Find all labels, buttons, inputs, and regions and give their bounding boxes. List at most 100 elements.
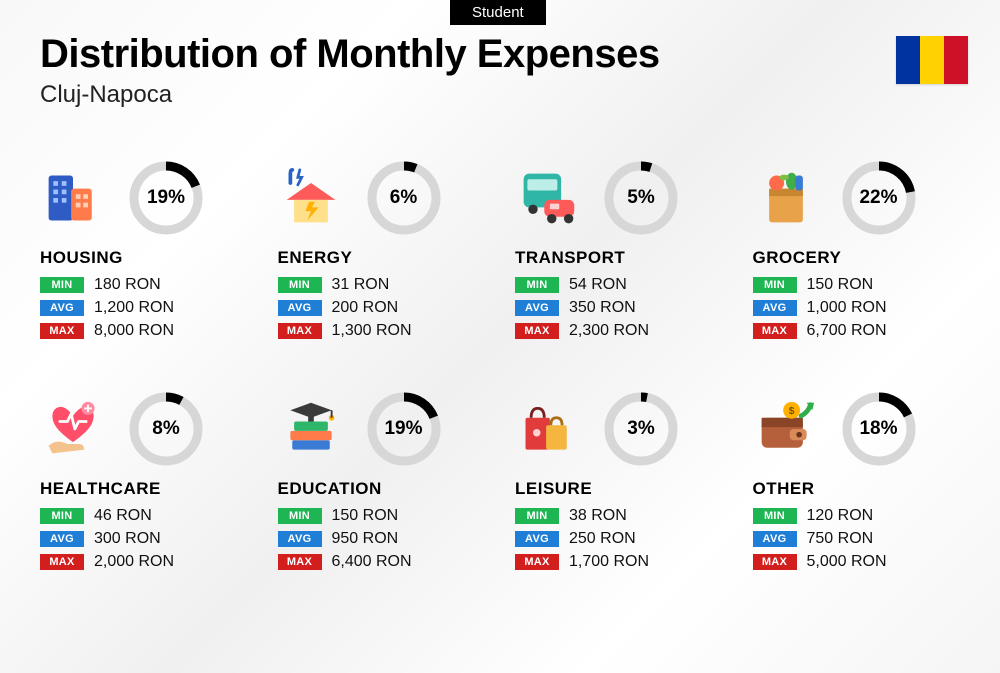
heart-hand-icon xyxy=(40,396,106,462)
percent-label: 6% xyxy=(366,160,442,236)
stat-row-avg: AVG 300 RON xyxy=(40,530,260,548)
wallet-arrow-icon: $ xyxy=(753,396,819,462)
grad-books-icon xyxy=(278,396,344,462)
min-value: 180 RON xyxy=(94,276,161,294)
stat-row-avg: AVG 750 RON xyxy=(753,530,973,548)
stat-row-max: MAX 1,700 RON xyxy=(515,553,735,571)
max-value: 2,300 RON xyxy=(569,322,649,340)
avg-value: 200 RON xyxy=(332,299,399,317)
percent-donut: 6% xyxy=(366,160,442,236)
category-name: OTHER xyxy=(753,479,973,499)
max-value: 6,400 RON xyxy=(332,553,412,571)
min-tag: MIN xyxy=(278,277,322,293)
stat-row-max: MAX 2,000 RON xyxy=(40,553,260,571)
max-value: 2,000 RON xyxy=(94,553,174,571)
shopping-bags-icon xyxy=(515,396,581,462)
stat-row-max: MAX 2,300 RON xyxy=(515,322,735,340)
avg-value: 750 RON xyxy=(807,530,874,548)
category-stats: MIN 54 RON AVG 350 RON MAX 2,300 RON xyxy=(515,276,735,340)
category-card-housing: 19% HOUSING MIN 180 RON AVG 1,200 RON MA… xyxy=(40,160,260,345)
min-value: 38 RON xyxy=(569,507,627,525)
max-value: 5,000 RON xyxy=(807,553,887,571)
profile-badge: Student xyxy=(450,0,546,25)
percent-label: 19% xyxy=(128,160,204,236)
categories-grid: 19% HOUSING MIN 180 RON AVG 1,200 RON MA… xyxy=(40,160,972,576)
max-tag: MAX xyxy=(753,323,797,339)
avg-value: 250 RON xyxy=(569,530,636,548)
category-card-healthcare: 8% HEALTHCARE MIN 46 RON AVG 300 RON MAX… xyxy=(40,391,260,576)
category-name: GROCERY xyxy=(753,248,973,268)
stat-row-max: MAX 6,700 RON xyxy=(753,322,973,340)
category-name: HEALTHCARE xyxy=(40,479,260,499)
min-tag: MIN xyxy=(40,277,84,293)
min-value: 150 RON xyxy=(807,276,874,294)
category-name: TRANSPORT xyxy=(515,248,735,268)
percent-label: 8% xyxy=(128,391,204,467)
min-value: 120 RON xyxy=(807,507,874,525)
house-bolt-icon xyxy=(278,165,344,231)
min-value: 150 RON xyxy=(332,507,399,525)
flag-stripe-red xyxy=(944,36,968,84)
percent-donut: 22% xyxy=(841,160,917,236)
category-card-leisure: 3% LEISURE MIN 38 RON AVG 250 RON MAX 1,… xyxy=(515,391,735,576)
percent-donut: 19% xyxy=(128,160,204,236)
stat-row-avg: AVG 200 RON xyxy=(278,299,498,317)
max-value: 6,700 RON xyxy=(807,322,887,340)
svg-text:$: $ xyxy=(788,406,794,417)
min-tag: MIN xyxy=(40,508,84,524)
percent-donut: 18% xyxy=(841,391,917,467)
avg-tag: AVG xyxy=(515,531,559,547)
max-value: 1,700 RON xyxy=(569,553,649,571)
romania-flag-icon xyxy=(896,36,968,84)
stat-row-min: MIN 54 RON xyxy=(515,276,735,294)
category-name: LEISURE xyxy=(515,479,735,499)
header: Distribution of Monthly Expenses Cluj-Na… xyxy=(40,32,660,109)
min-tag: MIN xyxy=(515,508,559,524)
category-stats: MIN 150 RON AVG 950 RON MAX 6,400 RON xyxy=(278,507,498,571)
stat-row-avg: AVG 1,000 RON xyxy=(753,299,973,317)
category-stats: MIN 31 RON AVG 200 RON MAX 1,300 RON xyxy=(278,276,498,340)
avg-value: 1,000 RON xyxy=(807,299,887,317)
stat-row-min: MIN 150 RON xyxy=(278,507,498,525)
stat-row-max: MAX 5,000 RON xyxy=(753,553,973,571)
max-value: 8,000 RON xyxy=(94,322,174,340)
stat-row-max: MAX 1,300 RON xyxy=(278,322,498,340)
min-tag: MIN xyxy=(753,277,797,293)
avg-tag: AVG xyxy=(515,300,559,316)
percent-label: 3% xyxy=(603,391,679,467)
percent-donut: 8% xyxy=(128,391,204,467)
category-stats: MIN 38 RON AVG 250 RON MAX 1,700 RON xyxy=(515,507,735,571)
category-card-grocery: 22% GROCERY MIN 150 RON AVG 1,000 RON MA… xyxy=(753,160,973,345)
stat-row-avg: AVG 950 RON xyxy=(278,530,498,548)
avg-tag: AVG xyxy=(753,300,797,316)
max-tag: MAX xyxy=(278,323,322,339)
avg-value: 300 RON xyxy=(94,530,161,548)
max-tag: MAX xyxy=(40,554,84,570)
max-tag: MAX xyxy=(753,554,797,570)
avg-value: 950 RON xyxy=(332,530,399,548)
min-tag: MIN xyxy=(278,508,322,524)
percent-label: 18% xyxy=(841,391,917,467)
buildings-icon xyxy=(40,165,106,231)
percent-label: 19% xyxy=(366,391,442,467)
percent-donut: 5% xyxy=(603,160,679,236)
percent-donut: 3% xyxy=(603,391,679,467)
avg-tag: AVG xyxy=(40,300,84,316)
stat-row-min: MIN 180 RON xyxy=(40,276,260,294)
category-card-energy: 6% ENERGY MIN 31 RON AVG 200 RON MAX 1,3… xyxy=(278,160,498,345)
category-stats: MIN 150 RON AVG 1,000 RON MAX 6,700 RON xyxy=(753,276,973,340)
stat-row-avg: AVG 250 RON xyxy=(515,530,735,548)
stat-row-min: MIN 120 RON xyxy=(753,507,973,525)
min-value: 31 RON xyxy=(332,276,390,294)
stat-row-min: MIN 150 RON xyxy=(753,276,973,294)
grocery-bag-icon xyxy=(753,165,819,231)
category-stats: MIN 180 RON AVG 1,200 RON MAX 8,000 RON xyxy=(40,276,260,340)
stat-row-min: MIN 38 RON xyxy=(515,507,735,525)
percent-donut: 19% xyxy=(366,391,442,467)
max-tag: MAX xyxy=(515,554,559,570)
category-name: HOUSING xyxy=(40,248,260,268)
category-card-transport: 5% TRANSPORT MIN 54 RON AVG 350 RON MAX … xyxy=(515,160,735,345)
max-tag: MAX xyxy=(515,323,559,339)
avg-tag: AVG xyxy=(40,531,84,547)
stat-row-avg: AVG 1,200 RON xyxy=(40,299,260,317)
